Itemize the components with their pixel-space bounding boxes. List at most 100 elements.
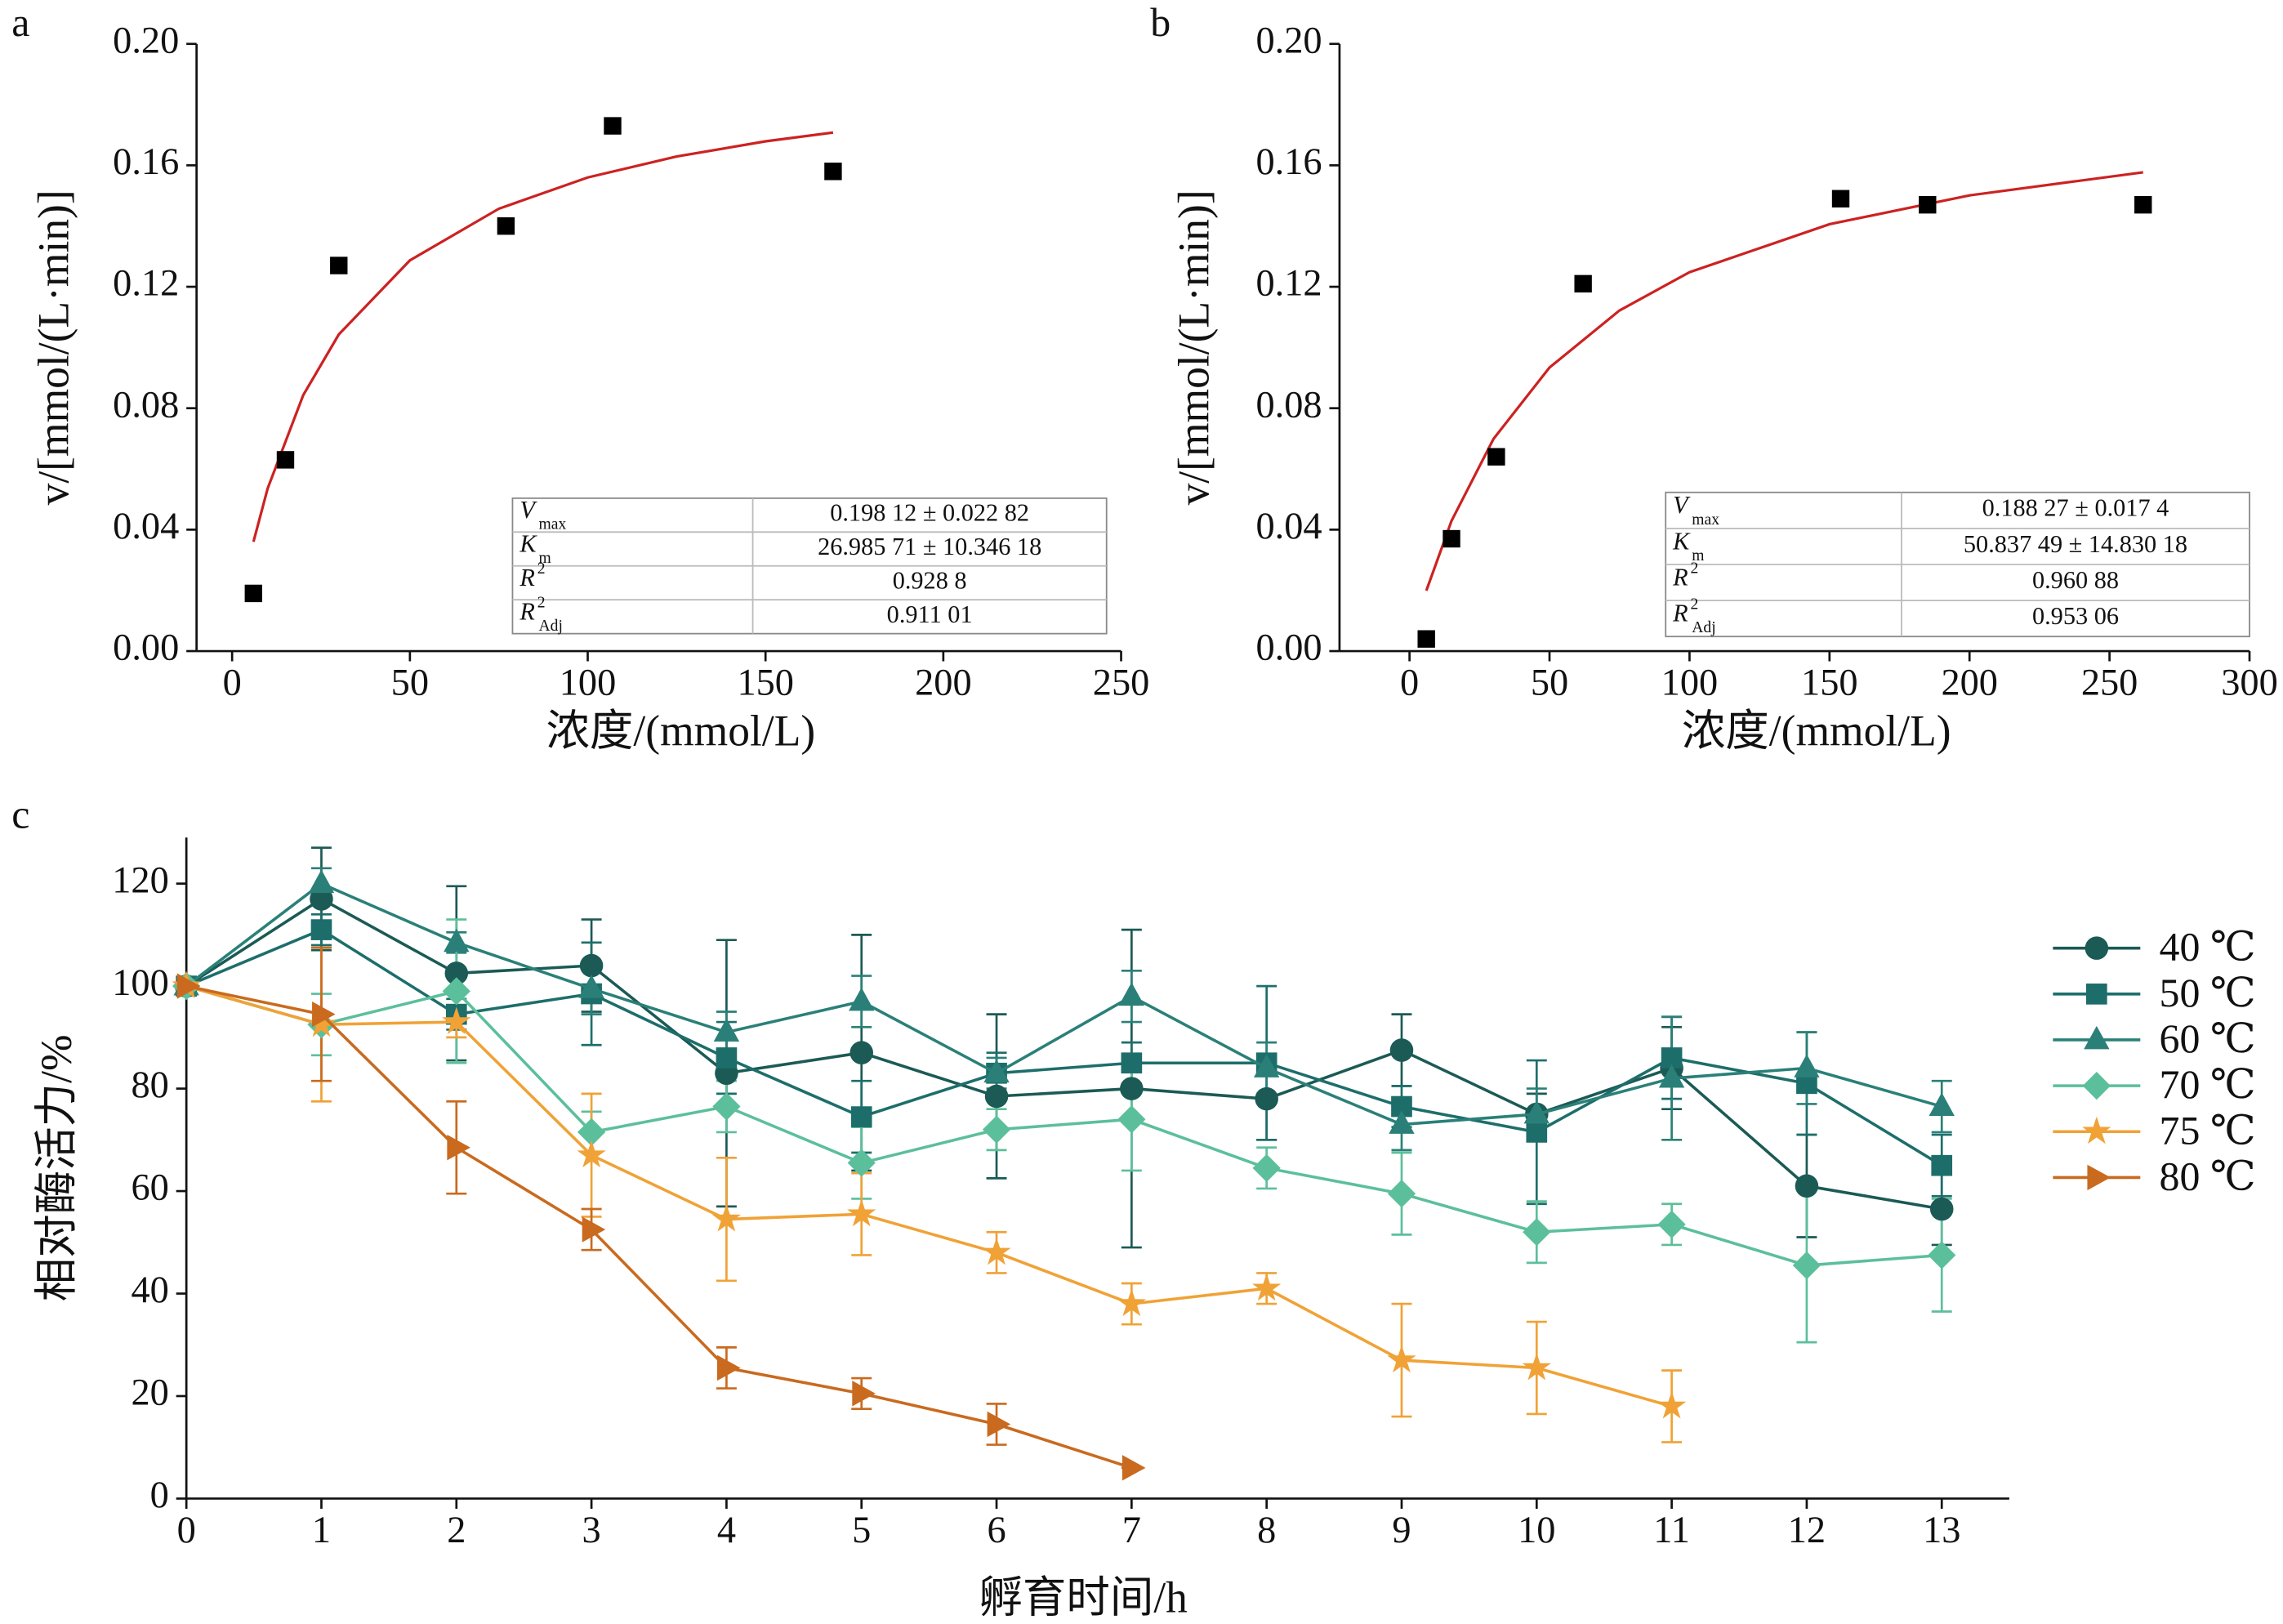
table-symbol: R xyxy=(519,564,535,591)
data-point xyxy=(1931,1154,1953,1176)
table-sub: m xyxy=(1692,547,1704,564)
x-tick-label: 250 xyxy=(1093,662,1150,703)
data-point xyxy=(713,1018,740,1042)
x-tick-label: 3 xyxy=(582,1510,601,1551)
data-point xyxy=(1795,1174,1819,1198)
table-value: 0.198 12 ± 0.022 82 xyxy=(830,499,1029,527)
x-tick-label: 0 xyxy=(223,662,242,703)
panel-label: a xyxy=(11,0,29,45)
table-sup: 2 xyxy=(537,560,546,578)
y-axis-label: 相对酶活力/% xyxy=(32,1034,81,1301)
y-tick-label: 20 xyxy=(131,1372,168,1414)
data-point xyxy=(1657,1391,1687,1419)
x-axis-label: 孵育时间/h xyxy=(979,1573,1188,1622)
table-sub: Adj xyxy=(1692,619,1715,636)
data-point xyxy=(442,977,470,1006)
y-tick-label: 60 xyxy=(131,1167,168,1209)
data-point xyxy=(849,1041,873,1064)
table-value: 0.960 88 xyxy=(2032,566,2119,594)
y-tick-label: 0.20 xyxy=(1255,20,1322,61)
series-line xyxy=(185,881,1942,1127)
data-point xyxy=(1831,190,1850,207)
data-point xyxy=(1117,1288,1146,1317)
x-tick-label: 5 xyxy=(852,1510,871,1551)
data-point xyxy=(984,1084,1009,1109)
table-symbol: V xyxy=(519,496,537,524)
x-tick-label: 150 xyxy=(1801,662,1858,703)
legend-marker xyxy=(2082,1072,2111,1100)
data-point xyxy=(1417,630,1435,648)
data-point xyxy=(824,163,842,181)
y-tick-label: 100 xyxy=(112,962,169,1004)
data-point xyxy=(1487,448,1505,466)
data-point xyxy=(604,117,622,135)
data-point xyxy=(1121,1455,1146,1481)
data-point xyxy=(1522,1352,1551,1381)
data-point xyxy=(1574,274,1592,293)
x-tick-label: 0 xyxy=(177,1510,196,1551)
x-tick-label: 100 xyxy=(560,662,617,703)
y-axis-label: v/[mmol/(L·min)] xyxy=(1169,190,1218,505)
table-sup: 2 xyxy=(1691,596,1699,613)
y-tick-label: 0.12 xyxy=(113,263,179,305)
table-value: 26.985 71 ± 10.346 18 xyxy=(818,533,1041,560)
data-point xyxy=(310,919,332,940)
y-tick-label: 0.00 xyxy=(113,627,179,669)
data-point xyxy=(1794,1054,1820,1077)
y-tick-label: 0.00 xyxy=(1255,627,1322,669)
table-sup: 2 xyxy=(1691,560,1699,577)
data-point xyxy=(1523,1100,1549,1124)
data-point xyxy=(1792,1251,1821,1280)
x-tick-label: 9 xyxy=(1392,1510,1411,1551)
data-point xyxy=(712,1092,741,1121)
y-tick-label: 120 xyxy=(112,859,169,901)
x-tick-label: 13 xyxy=(1923,1510,1960,1551)
legend-label: 80 ℃ xyxy=(2159,1153,2255,1198)
table-value: 0.928 8 xyxy=(893,566,967,594)
x-tick-label: 50 xyxy=(1531,662,1568,703)
data-point xyxy=(1255,1086,1278,1111)
y-tick-label: 0.04 xyxy=(113,506,179,547)
x-tick-label: 250 xyxy=(2081,662,2138,703)
table-value: 50.837 49 ± 14.830 18 xyxy=(1964,530,2187,558)
legend-label: 40 ℃ xyxy=(2159,925,2255,970)
table-sub: max xyxy=(539,516,567,533)
table-sub: max xyxy=(1692,511,1719,529)
data-point xyxy=(1121,1052,1143,1074)
data-point xyxy=(310,887,333,911)
legend-marker xyxy=(2082,1116,2111,1144)
data-point xyxy=(850,1106,872,1127)
data-point xyxy=(1389,1110,1415,1134)
x-tick-label: 300 xyxy=(2221,662,2278,703)
table-symbol: K xyxy=(519,529,537,557)
data-point xyxy=(849,987,875,1011)
legend-marker xyxy=(2086,983,2107,1005)
x-axis-label: 浓度/(mmol/L) xyxy=(546,707,815,756)
data-point xyxy=(1389,1038,1414,1062)
data-point xyxy=(497,217,515,235)
data-point xyxy=(1252,1273,1282,1301)
data-point xyxy=(1929,1197,1954,1221)
data-point xyxy=(442,1006,471,1035)
table-symbol: V xyxy=(1673,491,1691,519)
data-point xyxy=(444,928,470,953)
x-tick-label: 100 xyxy=(1661,662,1719,703)
table-sub: m xyxy=(539,550,551,567)
x-tick-label: 1 xyxy=(312,1510,331,1551)
legend-label: 60 ℃ xyxy=(2159,1016,2255,1061)
legend-marker xyxy=(2087,1164,2111,1191)
table-symbol: R xyxy=(1672,600,1688,627)
data-point xyxy=(1120,1077,1144,1100)
data-point xyxy=(847,1149,876,1177)
panel-label: c xyxy=(11,792,29,837)
x-tick-label: 10 xyxy=(1518,1510,1555,1551)
y-tick-label: 0.08 xyxy=(113,384,179,426)
data-point xyxy=(982,1115,1011,1144)
y-tick-label: 0.08 xyxy=(1255,384,1322,426)
legend-label: 50 ℃ xyxy=(2159,970,2255,1015)
data-point xyxy=(1919,196,1937,214)
y-tick-label: 40 xyxy=(131,1269,168,1311)
x-axis-label: 浓度/(mmol/L) xyxy=(1682,707,1951,756)
y-tick-label: 0 xyxy=(150,1475,169,1516)
